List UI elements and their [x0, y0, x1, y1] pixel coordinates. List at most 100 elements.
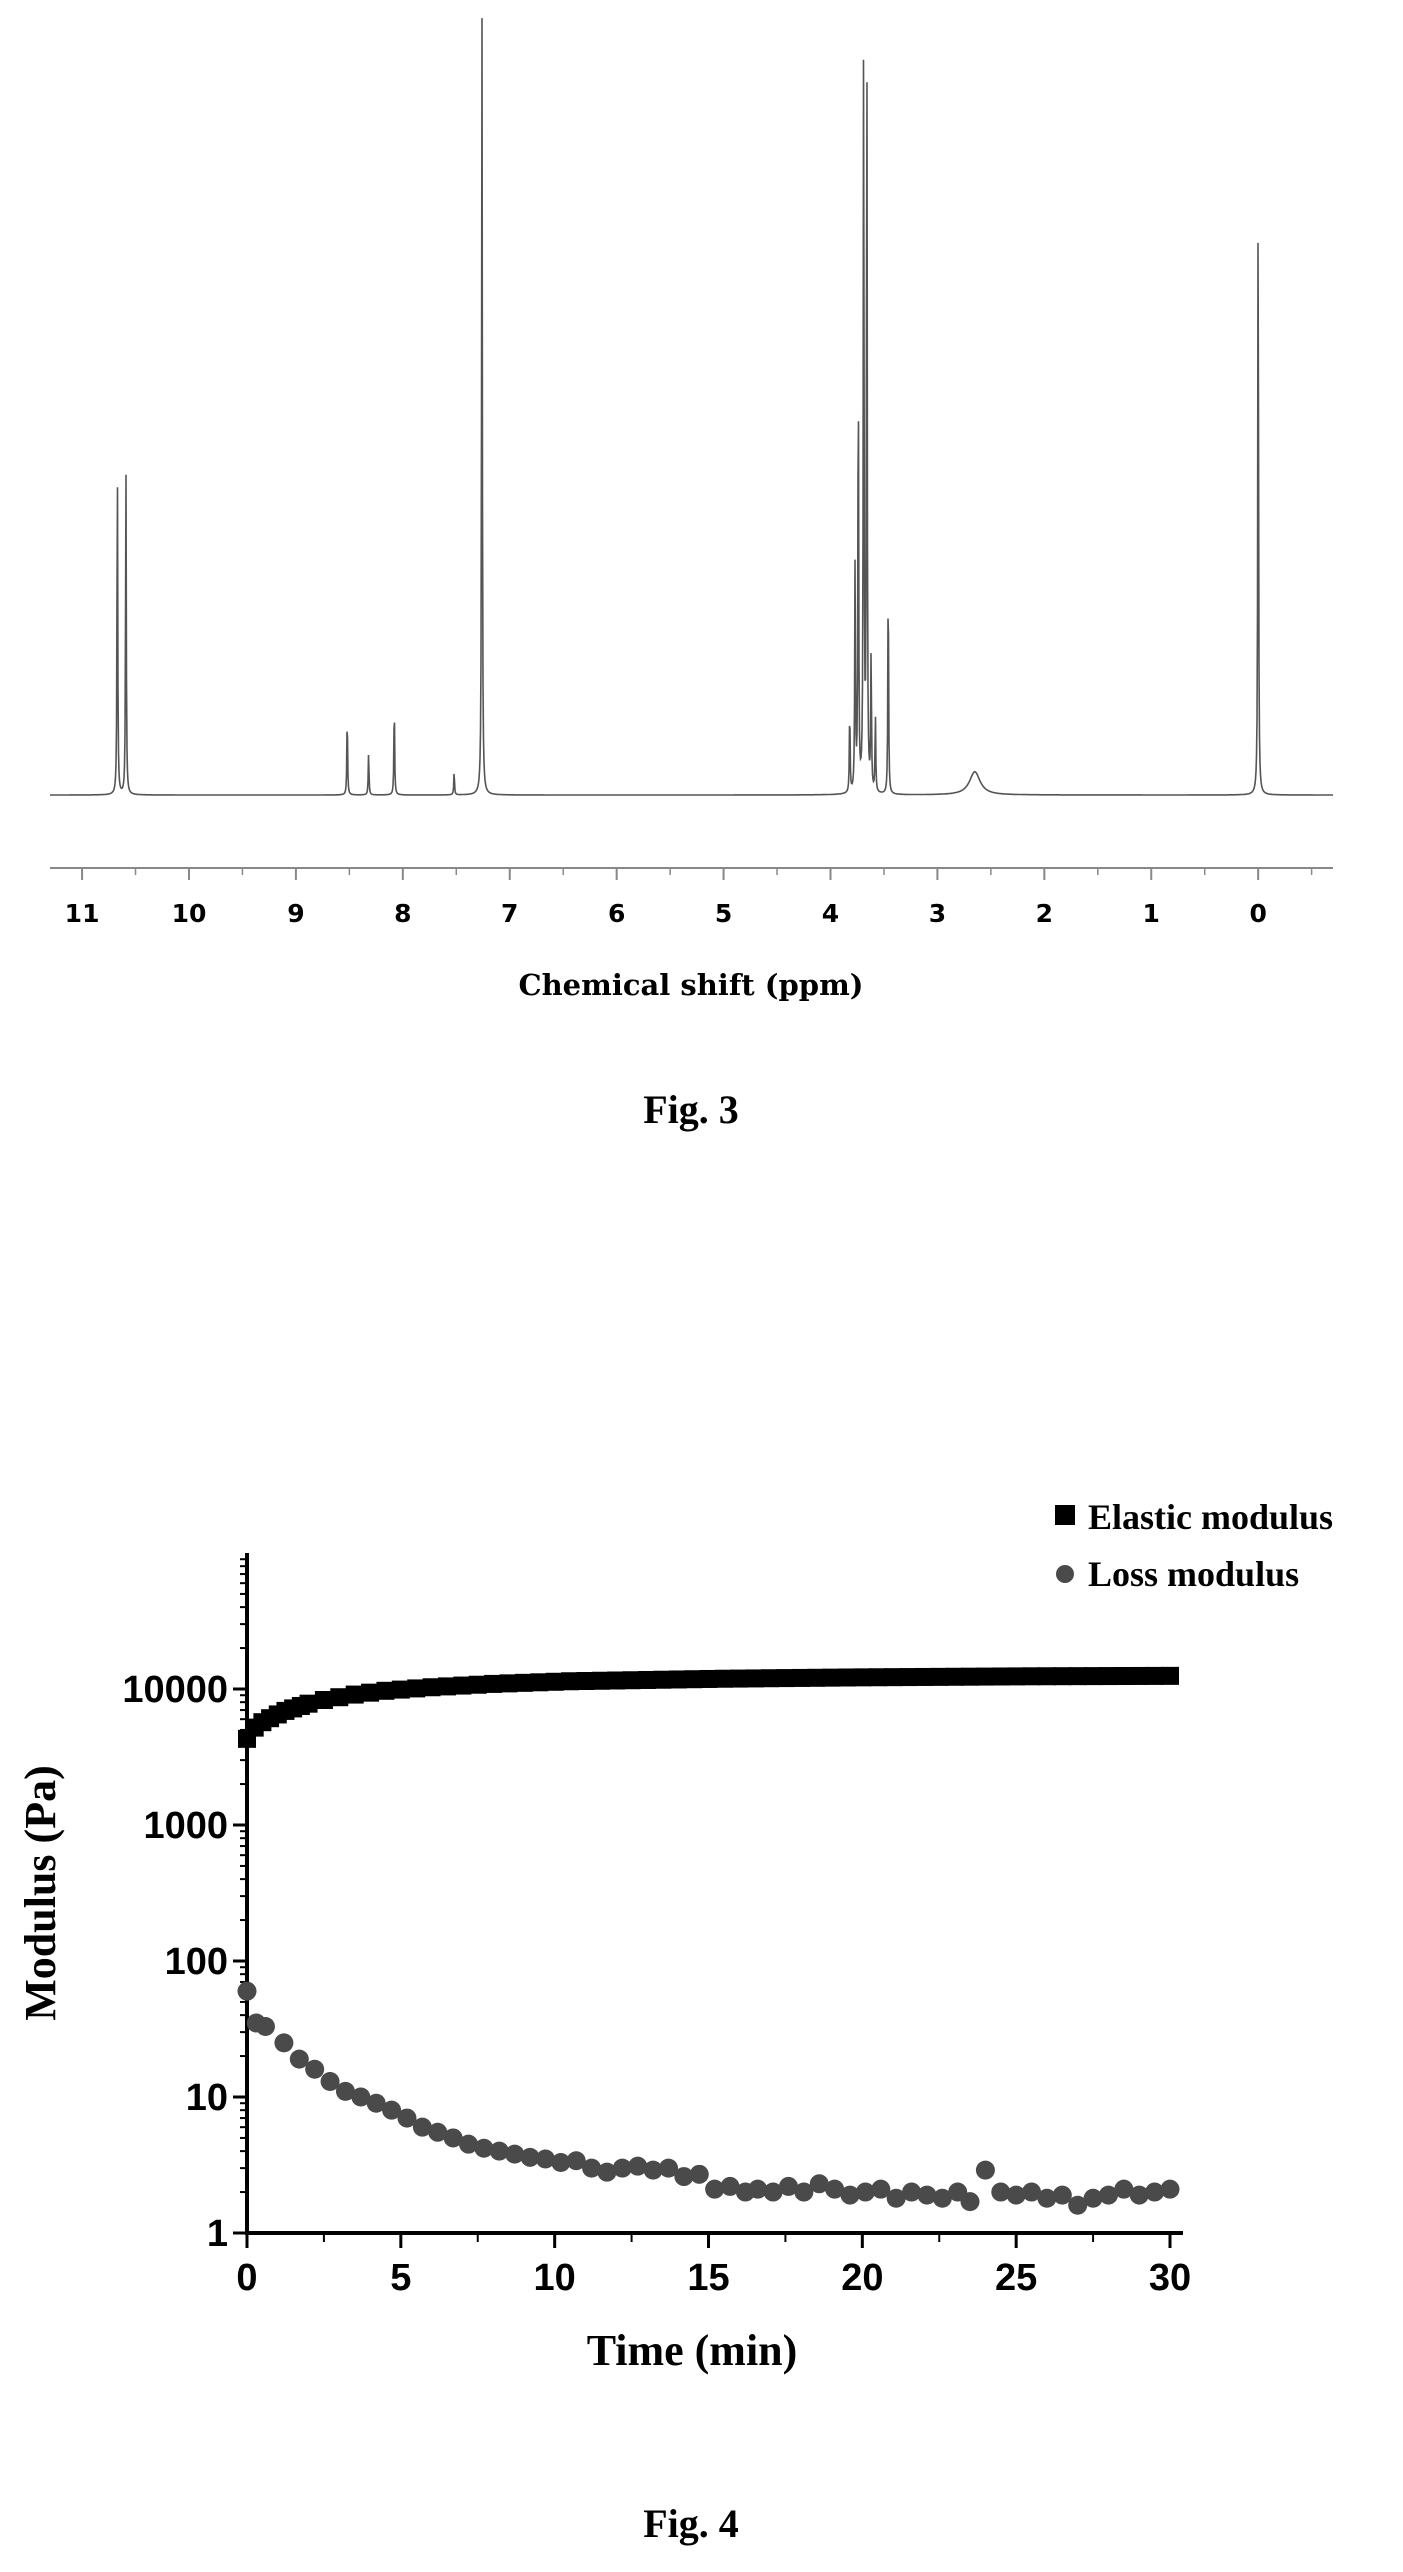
elastic-modulus-point [776, 1669, 795, 1688]
nmr-x-tick-label: 4 [822, 899, 839, 928]
loss-modulus-point [428, 2122, 448, 2142]
elastic-modulus-point [868, 1668, 887, 1687]
elastic-modulus-point [299, 1694, 318, 1713]
loss-modulus-point [809, 2174, 829, 2194]
loss-modulus-point [748, 2179, 768, 2199]
legend-label-loss-modulus: Loss modulus [1088, 1554, 1299, 1594]
elastic-modulus-point [422, 1678, 441, 1697]
fig3-caption: Fig. 3 [643, 1087, 739, 1132]
elastic-modulus-point [484, 1674, 503, 1693]
x-tick-labels: 0 5 10 15 20 25 30 [236, 2257, 1191, 2299]
legend-marker-elastic-modulus [1055, 1505, 1075, 1525]
loss-modulus-point [932, 2188, 952, 2208]
elastic-modulus-point [930, 1667, 949, 1686]
loss-modulus-point [489, 2141, 509, 2161]
loss-modulus-point [794, 2182, 814, 2202]
loss-modulus-point [1145, 2182, 1165, 2202]
loss-modulus-point [274, 2033, 294, 2053]
loss-modulus-point [382, 2100, 402, 2120]
elastic-modulus-point [499, 1674, 518, 1693]
nmr-x-tick-label: 9 [287, 899, 304, 928]
y-tick-labels: 1 10 100 1000 10000 [122, 1669, 228, 2255]
elastic-modulus-point [1037, 1667, 1056, 1686]
y-tick-label: 1 [207, 2213, 228, 2255]
loss-modulus-point [975, 2160, 995, 2180]
elastic-modulus-point [561, 1672, 580, 1691]
x-axis-label: Time (min) [587, 2326, 798, 2375]
elastic-modulus-point [761, 1669, 780, 1688]
elastic-modulus-point [714, 1669, 733, 1688]
elastic-modulus-point [637, 1670, 656, 1689]
elastic-modulus-point [530, 1673, 549, 1692]
elastic-modulus-point [945, 1667, 964, 1686]
loss-modulus-point [551, 2152, 571, 2172]
loss-modulus-point [237, 1981, 257, 2001]
elastic-modulus-point [699, 1669, 718, 1688]
elastic-modulus-point [1161, 1666, 1179, 1685]
loss-modulus-point [1022, 2182, 1042, 2202]
loss-modulus-series [237, 1981, 1180, 2215]
loss-modulus-point [412, 2117, 432, 2137]
nmr-x-tick-label: 2 [1036, 899, 1053, 928]
y-tick-label: 100 [165, 1941, 228, 1983]
loss-modulus-point [778, 2176, 798, 2196]
elastic-modulus-point [591, 1671, 610, 1690]
loss-modulus-point [720, 2176, 740, 2196]
elastic-modulus-point [1114, 1667, 1133, 1686]
loss-modulus-point [628, 2156, 648, 2176]
nmr-x-tick-label: 7 [501, 899, 518, 928]
elastic-modulus-point [684, 1670, 703, 1689]
nmr-spectrum-trace [50, 18, 1333, 796]
loss-modulus-point [763, 2182, 783, 2202]
loss-modulus-point [351, 2087, 371, 2107]
loss-modulus-point [825, 2179, 845, 2199]
x-tick-label: 5 [390, 2257, 411, 2299]
loss-modulus-point [320, 2072, 340, 2092]
x-tick-label: 20 [841, 2257, 883, 2299]
loss-modulus-point [917, 2185, 937, 2205]
loss-modulus-point [886, 2188, 906, 2208]
fig4-caption: Fig. 4 [643, 2501, 739, 2546]
loss-modulus-point [855, 2182, 875, 2202]
elastic-modulus-point [1145, 1666, 1164, 1685]
loss-modulus-point [505, 2144, 525, 2164]
y-axis-label: Modulus (Pa) [16, 1765, 65, 2020]
elastic-modulus-point [453, 1676, 472, 1695]
loss-modulus-point [991, 2182, 1011, 2202]
elastic-modulus-point [653, 1670, 672, 1689]
nmr-x-axis-label: Chemical shift (ppm) [519, 968, 864, 1002]
nmr-x-ticks [81, 868, 1313, 880]
loss-modulus-point [674, 2167, 694, 2187]
loss-modulus-point [902, 2182, 922, 2202]
elastic-modulus-point [837, 1668, 856, 1687]
y-ticks [233, 1558, 247, 2235]
elastic-modulus-point [668, 1670, 687, 1689]
elastic-modulus-point [1007, 1667, 1026, 1686]
legend-label-elastic-modulus: Elastic modulus [1088, 1497, 1333, 1537]
elastic-modulus-point [345, 1685, 364, 1704]
elastic-modulus-point [1053, 1667, 1072, 1686]
elastic-modulus-point [791, 1668, 810, 1687]
elastic-modulus-point [437, 1677, 456, 1696]
legend: Elastic modulus Loss modulus [1055, 1497, 1333, 1594]
loss-modulus-point [582, 2158, 602, 2178]
elastic-modulus-point [314, 1691, 333, 1710]
y-tick-label: 10 [186, 2077, 228, 2119]
elastic-modulus-point [991, 1667, 1010, 1686]
nmr-x-tick-label: 11 [65, 899, 100, 928]
x-tick-label: 30 [1149, 2257, 1191, 2299]
loss-modulus-point [659, 2158, 679, 2178]
nmr-x-tick-label: 3 [929, 899, 946, 928]
nmr-x-tick-labels: 11 10 9 8 7 6 5 4 3 2 1 0 [65, 899, 1267, 928]
elastic-modulus-point [961, 1667, 980, 1686]
loss-modulus-point [1083, 2188, 1103, 2208]
elastic-modulus-point [361, 1683, 380, 1702]
elastic-modulus-point [407, 1679, 426, 1698]
elastic-modulus-point [822, 1668, 841, 1687]
loss-modulus-point [1114, 2179, 1134, 2199]
modulus-vs-time-chart: 1 10 100 1000 10000 0 5 10 15 20 25 30 Modulus (Pa… [16, 1497, 1333, 2375]
loss-modulus-point [566, 2151, 586, 2171]
elastic-modulus-point [607, 1671, 626, 1690]
loss-modulus-point [960, 2192, 980, 2212]
elastic-modulus-point [914, 1667, 933, 1686]
